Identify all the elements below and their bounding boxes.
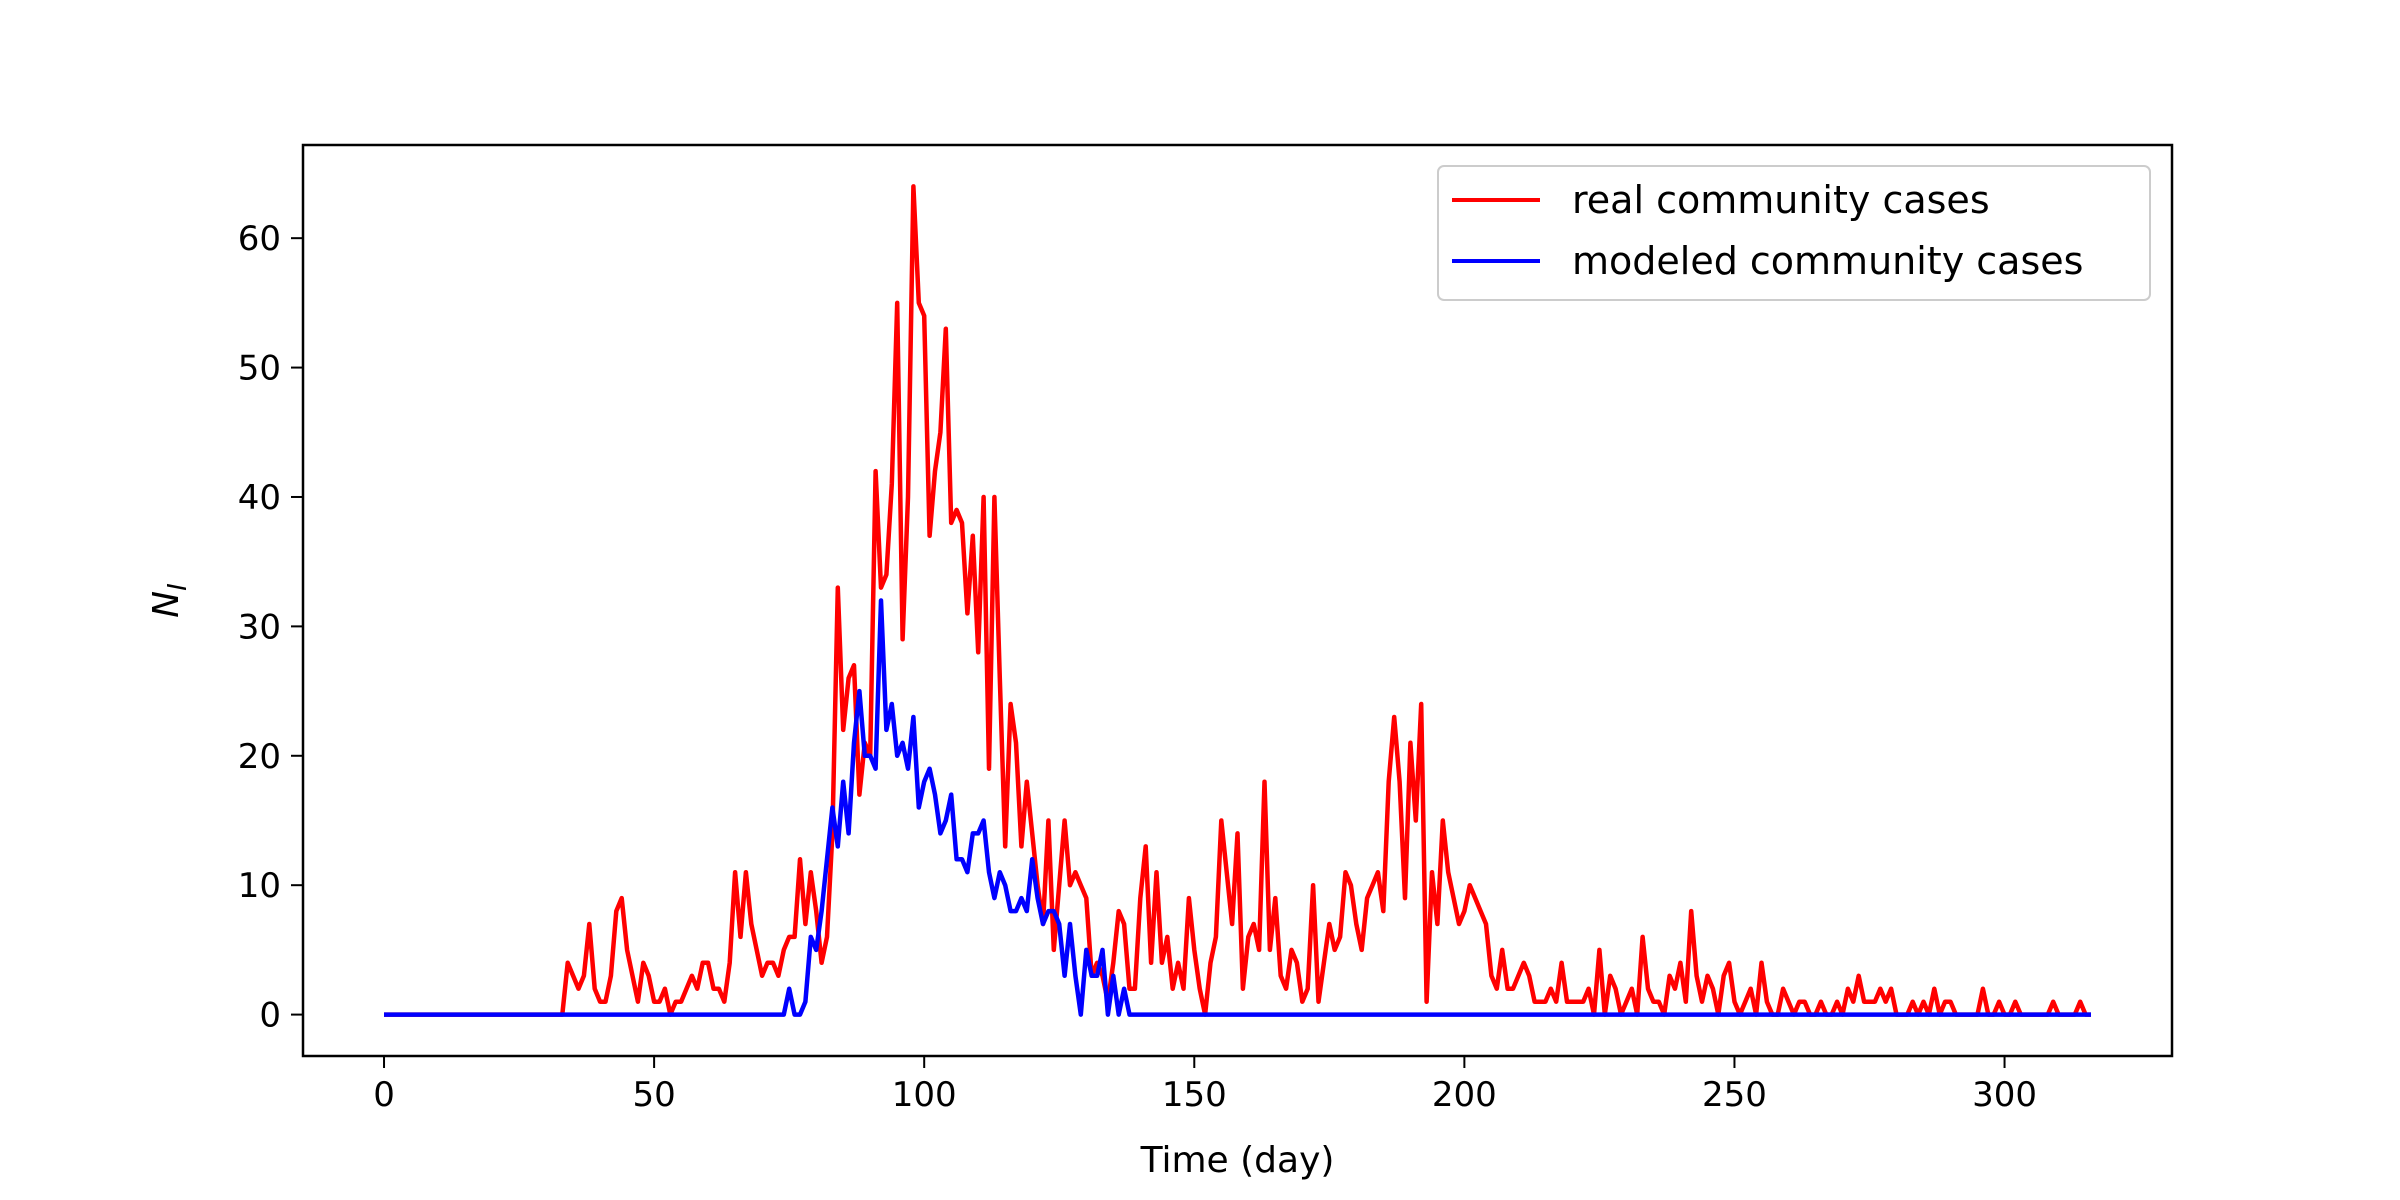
x-tick-label: 250 [1702, 1075, 1767, 1115]
legend-label-modeled: modeled community cases [1572, 239, 2083, 283]
y-tick-label: 30 [238, 607, 281, 647]
x-tick-label: 50 [632, 1075, 675, 1115]
y-tick-label: 60 [238, 219, 281, 259]
y-tick-label: 40 [238, 478, 281, 518]
series-line-modeled [384, 598, 2091, 1017]
x-axis: 0 50 100 150 200 250 300 [373, 1056, 2037, 1115]
legend: real community cases modeled community c… [1437, 165, 2151, 301]
legend-box [1437, 165, 2151, 301]
y-tick-label: 20 [238, 737, 281, 777]
y-axis-title-main: N [146, 591, 187, 618]
x-tick-label: 0 [373, 1075, 395, 1115]
x-tick-label: 200 [1432, 1075, 1497, 1115]
y-axis-title-subscript: I [163, 583, 193, 591]
y-tick-label: 10 [238, 866, 281, 906]
x-tick-label: 150 [1162, 1075, 1227, 1115]
legend-label-real: real community cases [1572, 178, 1990, 222]
plot-frame [301, 143, 2174, 1058]
y-axis-title: NI [146, 583, 193, 618]
y-tick-label: 50 [238, 349, 281, 389]
x-tick-label: 300 [1972, 1075, 2037, 1115]
series-line-real [384, 184, 2091, 1017]
y-axis: 0 10 20 30 40 50 60 [238, 219, 303, 1036]
series-layer [384, 184, 2091, 1017]
x-tick-label: 100 [892, 1075, 957, 1115]
x-axis-title: Time (day) [1140, 1140, 1335, 1181]
y-tick-label: 0 [259, 996, 281, 1036]
